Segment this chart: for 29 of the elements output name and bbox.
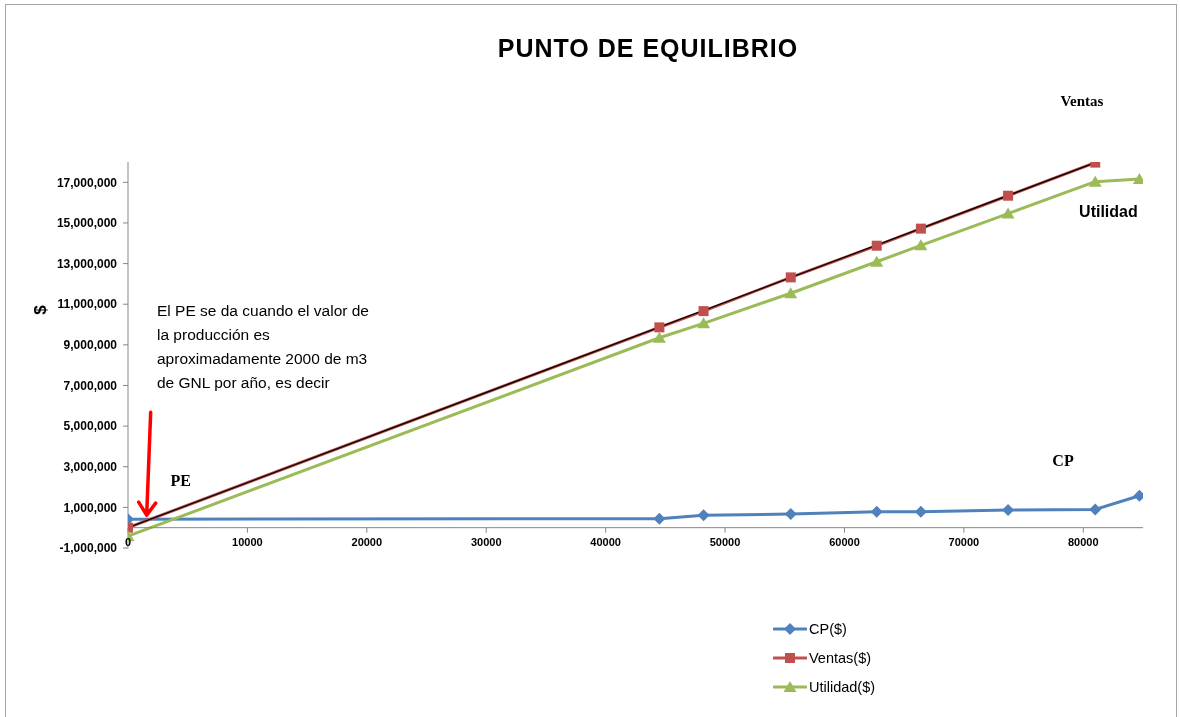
- legend-label: Ventas($): [809, 649, 872, 666]
- y-tick-label: 17,000,000: [56, 175, 118, 190]
- y-tick-label: 15,000,000: [56, 216, 118, 231]
- annotation: PE: [170, 471, 191, 489]
- annotation: El PE se da cuando el valor de la producción es aproximadamente 2000 de m3 de GNL por año, es decir: [157, 301, 370, 393]
- y-axis-title: $: [30, 304, 50, 315]
- x-tick-label: 20000: [351, 535, 383, 548]
- y-tick-label: 13,000,000: [56, 256, 118, 271]
- y-tick-label: 7,000,000: [63, 378, 118, 393]
- x-tick-label: 30000: [470, 535, 502, 548]
- y-tick-label: 1,000,000: [63, 500, 118, 515]
- y-tick-label: 5,000,000: [63, 419, 118, 434]
- x-tick-label: 80000: [1068, 535, 1099, 548]
- text: Ventas: [1059, 92, 1105, 111]
- x-tick-label: 70000: [948, 535, 980, 548]
- chart-title: PUNTO DE EQUILIBRIO: [496, 34, 800, 63]
- legend-label: Utilidad($): [809, 678, 876, 695]
- x-tick-label: 10000: [232, 535, 263, 548]
- annotation: Utilidad: [1079, 202, 1138, 220]
- y-tick-label: -1,000,000: [59, 541, 118, 556]
- x-tick-label: 40000: [590, 535, 621, 548]
- y-tick-label: 11,000,000: [57, 297, 118, 312]
- annotation: CP: [1051, 451, 1075, 471]
- y-tick-label: 9,000,000: [63, 338, 118, 353]
- legend-label: CP($): [809, 620, 847, 637]
- x-tick-label: 60000: [829, 535, 860, 548]
- x-tick-label: 50000: [709, 535, 741, 548]
- y-tick-label: 3,000,000: [63, 460, 118, 474]
- x-tick-label: 0: [124, 535, 132, 548]
